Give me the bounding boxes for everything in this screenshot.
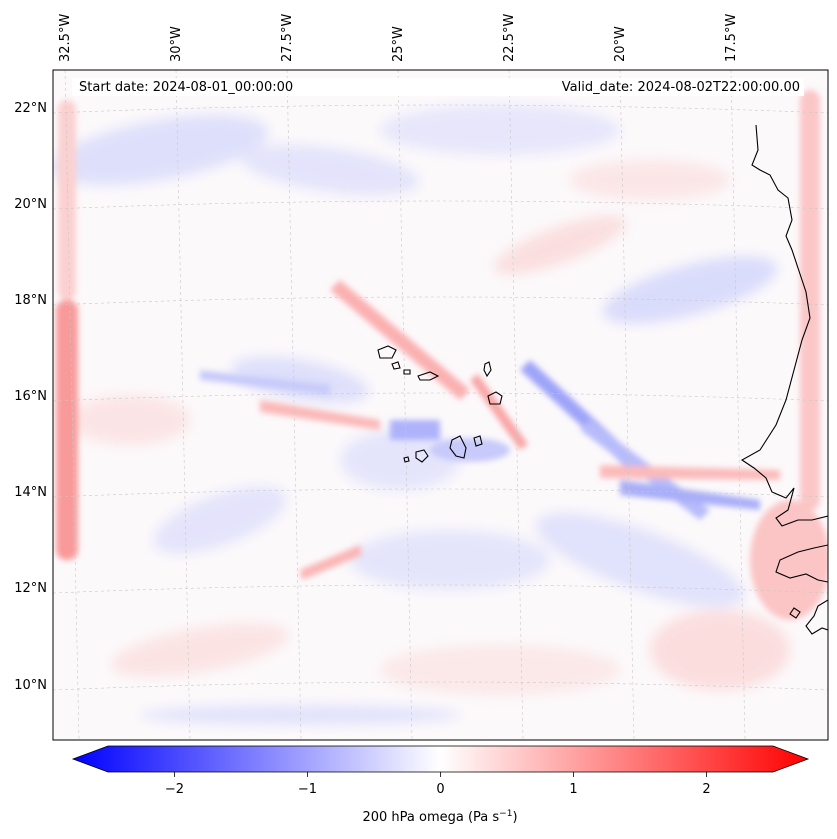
latitude-labels: 22°N 20°N 18°N 16°N 14°N 12°N 10°N — [14, 101, 47, 693]
west-africa-coastline — [740, 124, 828, 527]
lon-gridline — [397, 70, 413, 740]
colorbar-tick-label: 0 — [436, 782, 444, 797]
longitude-labels: 32.5°W 30°W 27.5°W 25°W 22.5°W 20°W 17.5°W — [58, 14, 739, 62]
coastline-senegal-gambia — [775, 544, 828, 583]
coastline-guinea — [805, 599, 828, 635]
gridlines — [53, 70, 828, 740]
lon-gridline — [508, 70, 524, 740]
lon-label: 32.5°W — [58, 14, 73, 62]
lat-gridline — [53, 200, 828, 210]
map-frame — [52, 69, 829, 741]
coastlines — [377, 124, 828, 635]
island-maio — [473, 435, 483, 447]
lat-gridline — [53, 681, 828, 691]
valid-date-annotation: Valid_date: 2024-08-02T22:00:00.00 — [562, 80, 800, 95]
lat-label: 22°N — [14, 101, 47, 116]
island-brava — [403, 456, 410, 463]
lat-label: 16°N — [14, 389, 47, 404]
lat-gridline — [53, 392, 828, 402]
island-boa-vista — [487, 391, 503, 405]
island-sal — [483, 361, 492, 378]
island-santiago — [449, 435, 467, 459]
colorbar-tick-label: 1 — [569, 782, 577, 797]
island-sao-vicente — [391, 361, 401, 370]
lon-label: 17.5°W — [724, 14, 739, 62]
colorbar: −2 −1 0 1 2 200 hPa omega (Pa s−1) — [71, 745, 810, 825]
island-santo-antao — [377, 345, 397, 359]
annotation-band — [72, 78, 804, 96]
coastline-offshore-island — [789, 607, 801, 619]
lat-label: 14°N — [14, 485, 47, 500]
start-date-annotation: Start date: 2024-08-01_00:00:00 — [79, 80, 293, 95]
lat-gridline — [53, 488, 828, 498]
colorbar-ticks: −2 −1 0 1 2 — [165, 772, 711, 797]
lon-label: 27.5°W — [280, 14, 295, 62]
map-plot-area: Start date: 2024-08-01_00:00:00 Valid_da… — [52, 69, 829, 741]
lat-gridline — [53, 584, 828, 594]
island-sao-nicolau — [417, 371, 440, 381]
lon-gridline — [619, 70, 635, 740]
lon-label: 30°W — [169, 26, 184, 62]
lon-gridline — [730, 70, 746, 740]
lon-gridline — [286, 70, 302, 740]
lon-gridline — [175, 70, 191, 740]
island-fogo — [415, 449, 429, 463]
lat-label: 20°N — [14, 197, 47, 212]
lat-label: 12°N — [14, 581, 47, 596]
omega-field — [53, 90, 828, 725]
lon-label: 25°W — [391, 26, 406, 62]
colorbar-tick-label: −2 — [165, 782, 184, 797]
island-santa-luzia — [403, 369, 411, 375]
lat-gridline — [53, 296, 828, 306]
lon-label: 22.5°W — [502, 14, 517, 62]
colorbar-bar — [71, 745, 810, 773]
colorbar-tick-label: −1 — [298, 782, 317, 797]
lon-gridline — [64, 70, 80, 740]
colorbar-tick-label: 2 — [702, 782, 710, 797]
lon-label: 20°W — [613, 26, 628, 62]
lat-label: 18°N — [14, 293, 47, 308]
lat-gridline — [53, 104, 828, 114]
lat-label: 10°N — [14, 678, 47, 693]
colorbar-label: 200 hPa omega (Pa s−1) — [362, 809, 517, 825]
